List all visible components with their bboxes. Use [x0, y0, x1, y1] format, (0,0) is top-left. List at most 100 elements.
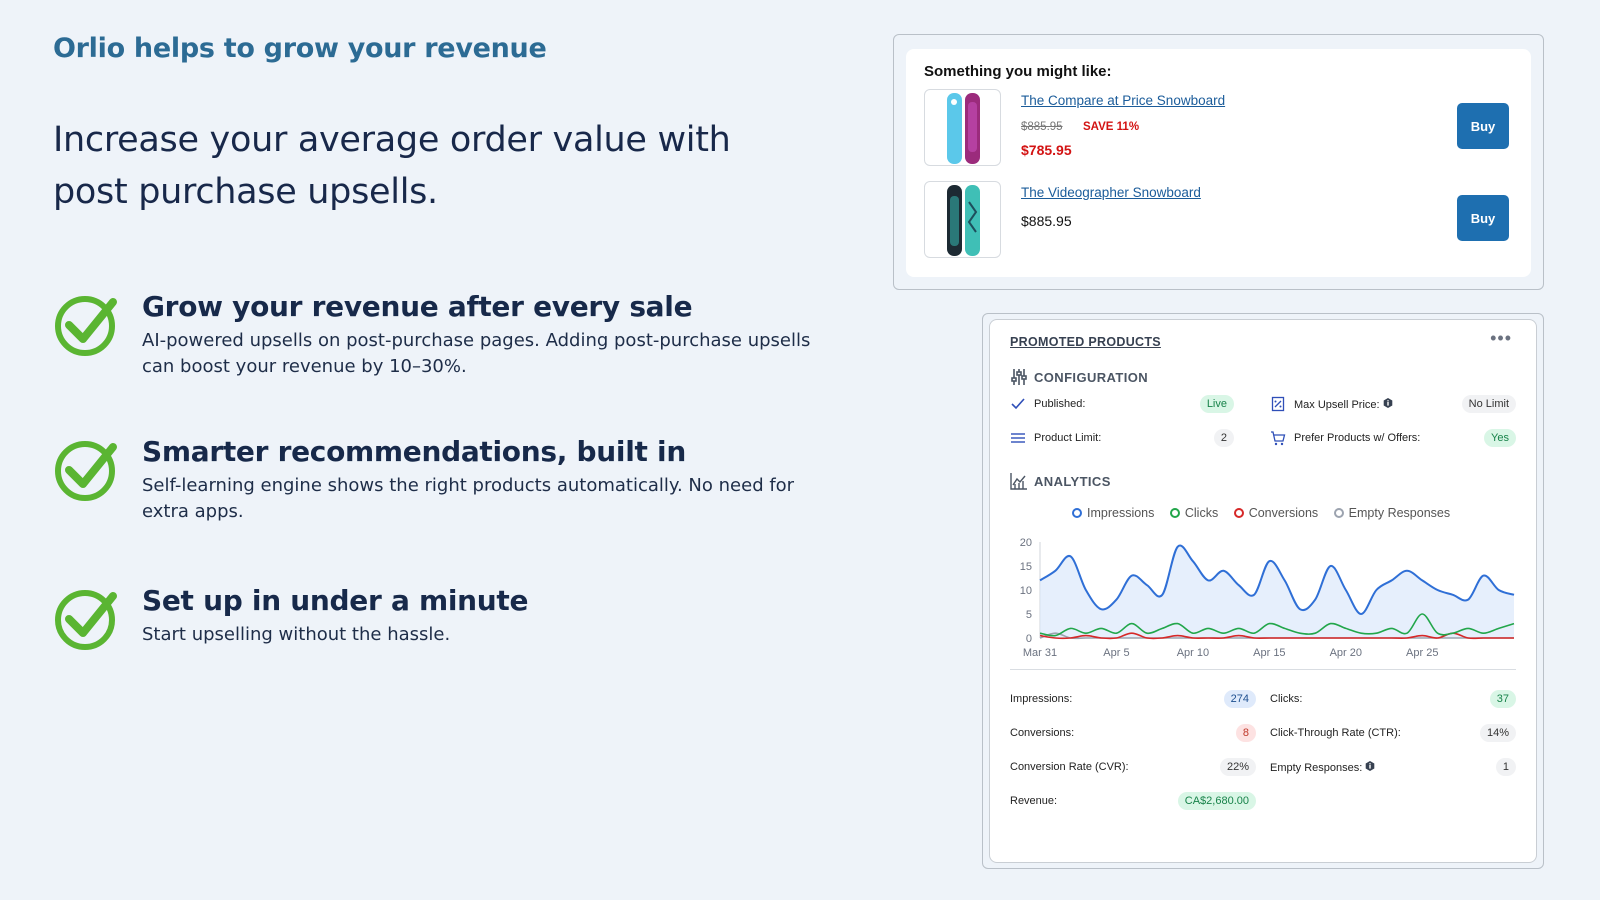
feature-description: AI-powered upsells on post-purchase page… [142, 330, 811, 377]
sale-price: $785.95 [1021, 142, 1072, 158]
max-upsell-price-text: Max Upsell Price: [1294, 399, 1380, 411]
upsell-widget: Something you might like: The Compare at… [906, 49, 1531, 277]
headline: Increase your average order value with p… [53, 120, 731, 212]
check-circle-icon [55, 590, 117, 650]
legend-impressions[interactable]: Impressions [1072, 506, 1154, 520]
compare-at-price: $885.95 [1021, 121, 1063, 133]
save-badge: SAVE 11% [1083, 121, 1140, 133]
receipt-percent-icon [1271, 396, 1285, 412]
prefer-products-badge: Yes [1484, 429, 1516, 447]
ctr-label: Click-Through Rate (CTR): [1270, 727, 1401, 739]
promoted-products-panel: PROMOTED PRODUCTS ••• CONFIGURATION Publ… [989, 319, 1537, 863]
more-options-icon[interactable]: ••• [1490, 328, 1512, 348]
max-upsell-price-label: Max Upsell Price: [1294, 398, 1393, 411]
upsell-item: The Compare at Price Snowboard $885.95 S… [924, 89, 1509, 167]
analytics-line-chart: 0 5 10 15 20 Mar 31 Apr 5 Apr 10 Apr 15 Apr 20 Apr… [1020, 537, 1515, 659]
prefer-products-row: Prefer Products w/ Offers: Yes [1270, 428, 1516, 450]
clicks-label: Clicks: [1270, 693, 1303, 705]
conversions-stat: Conversions: 8 [1010, 723, 1256, 745]
legend-dot-icon [1169, 508, 1180, 518]
product-link[interactable]: The Compare at Price Snowboard [1021, 93, 1226, 108]
check-circle-icon [55, 296, 117, 356]
legend-empty-responses[interactable]: Empty Responses [1333, 506, 1451, 520]
configuration-label: CONFIGURATION [1034, 370, 1149, 385]
conversions-series-line [1039, 632, 1514, 640]
impressions-label: Impressions: [1010, 693, 1073, 705]
feature-description: Start upselling without the hassle. [142, 624, 451, 645]
legend-conversions[interactable]: Conversions [1233, 506, 1319, 520]
x-tick-label: Mar 31 [1023, 647, 1057, 659]
product-link[interactable]: The Videographer Snowboard [1021, 185, 1201, 200]
published-badge: Live [1199, 395, 1234, 413]
y-tick-label: 5 [1026, 609, 1032, 621]
ctr-stat: Click-Through Rate (CTR): 14% [1270, 723, 1516, 745]
impressions-stat: Impressions: 274 [1010, 689, 1256, 711]
legend-clicks[interactable]: Clicks [1169, 506, 1219, 520]
x-tick-label: Apr 5 [1103, 647, 1129, 659]
legend-conversions-label: Conversions [1248, 506, 1319, 520]
legend-dot-icon [1333, 508, 1344, 518]
empty-responses-stat: Empty Responses: 1 [1270, 757, 1516, 779]
legend-empty-responses-label: Empty Responses [1348, 506, 1451, 520]
analytics-heading: ANALYTICS [1010, 472, 1111, 490]
empty-responses-text: Empty Responses: [1270, 762, 1363, 774]
product-thumbnail[interactable] [924, 89, 1001, 166]
y-tick-label: 10 [1020, 585, 1032, 597]
feature-description: Self-learning engine shows the right pro… [142, 475, 795, 522]
tagline: Orlio helps to grow your revenue [53, 33, 547, 64]
product-thumbnail[interactable] [924, 181, 1001, 258]
max-upsell-price-row: Max Upsell Price: No Limit [1270, 394, 1516, 416]
x-tick-label: Apr 10 [1177, 647, 1209, 659]
clicks-series-line [1039, 613, 1515, 637]
published-label: Published: [1034, 398, 1086, 410]
info-icon[interactable] [1383, 398, 1393, 408]
revenue-stat: Revenue: CA$2,680.00 [1010, 791, 1256, 813]
published-row: Published: Live [1010, 394, 1234, 416]
buy-button[interactable]: Buy [1457, 195, 1509, 241]
promoted-products-title[interactable]: PROMOTED PRODUCTS [1010, 335, 1161, 349]
promoted-products-card: PROMOTED PRODUCTS ••• CONFIGURATION Publ… [982, 313, 1544, 869]
cart-icon [1271, 431, 1286, 446]
x-tick-label: Apr 15 [1253, 647, 1285, 659]
configuration-heading: CONFIGURATION [1010, 368, 1148, 386]
info-icon[interactable] [1365, 761, 1375, 771]
upsell-preview-card: Something you might like: The Compare at… [893, 34, 1544, 290]
x-tick-label: Apr 20 [1330, 647, 1362, 659]
legend-dot-icon [1233, 508, 1244, 518]
y-tick-label: 0 [1026, 633, 1032, 645]
product-limit-row: Product Limit: 2 [1010, 428, 1234, 450]
snowboard-image-icon [947, 185, 980, 256]
ctr-badge: 14% [1479, 724, 1516, 742]
legend-impressions-label: Impressions [1087, 506, 1155, 520]
check-circle-icon [55, 441, 117, 501]
divider [1010, 669, 1516, 670]
bar-chart-icon [1010, 473, 1027, 490]
upsell-heading: Something you might like: [924, 63, 1112, 80]
empty-responses-badge: 1 [1495, 758, 1516, 776]
feature-title: Smarter recommendations, built in [142, 435, 686, 468]
list-icon [1011, 433, 1025, 443]
max-upsell-price-badge: No Limit [1461, 395, 1516, 413]
cvr-label: Conversion Rate (CVR): [1010, 761, 1129, 773]
x-tick-label: Apr 25 [1406, 647, 1438, 659]
buy-button[interactable]: Buy [1457, 103, 1509, 149]
product-price: $885.95 [1021, 213, 1072, 229]
revenue-badge: CA$2,680.00 [1177, 792, 1256, 810]
snowboard-image-icon [947, 93, 980, 164]
analytics-label: ANALYTICS [1034, 474, 1111, 489]
impressions-series-line [1039, 544, 1515, 616]
conversions-label: Conversions: [1010, 727, 1075, 739]
empty-responses-label: Empty Responses: [1270, 761, 1375, 774]
feature-title: Set up in under a minute [142, 584, 529, 617]
feature-title: Grow your revenue after every sale [142, 290, 693, 323]
prefer-products-label: Prefer Products w/ Offers: [1294, 432, 1421, 444]
product-limit-label: Product Limit: [1034, 432, 1102, 444]
impressions-badge: 274 [1223, 690, 1256, 708]
clicks-badge: 37 [1489, 690, 1516, 708]
upsell-item: The Videographer Snowboard $885.95 Buy [924, 181, 1509, 259]
chart-legend: Impressions Clicks Conversions Empty Res… [1072, 506, 1462, 520]
legend-clicks-label: Clicks [1184, 506, 1219, 520]
check-icon [1011, 398, 1025, 410]
cvr-badge: 22% [1219, 758, 1256, 776]
y-tick-label: 15 [1020, 561, 1032, 573]
